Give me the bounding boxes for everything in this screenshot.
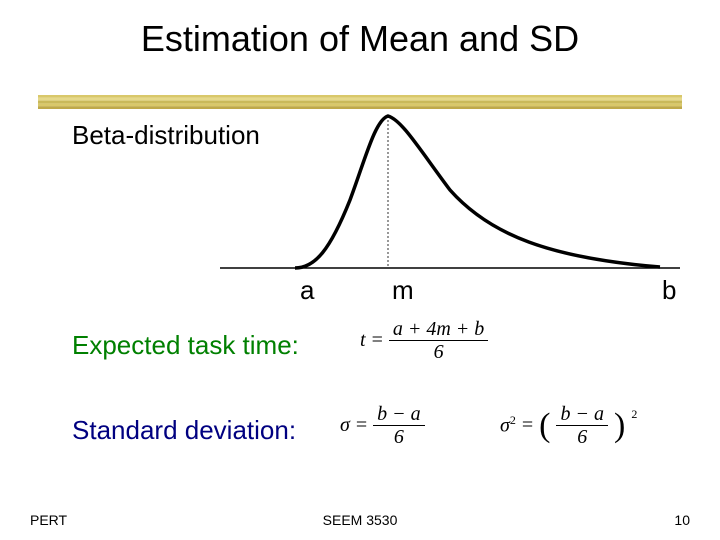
formula-sigma-lhs: σ [340, 414, 350, 437]
title-underline [38, 95, 682, 109]
fraction: b − a 6 [373, 403, 425, 448]
equals-sign: = [372, 329, 383, 352]
axis-label-m: m [392, 275, 414, 306]
formula-t-lhs: t [360, 329, 366, 352]
slide: Estimation of Mean and SD Beta-distribut… [0, 0, 720, 540]
equals-sign: = [356, 414, 367, 437]
equals-sign: = [522, 414, 533, 437]
chart-curve [295, 116, 660, 268]
slide-title: Estimation of Mean and SD [0, 18, 720, 60]
fraction-denominator: 6 [389, 341, 488, 363]
fraction-denominator: 6 [373, 426, 425, 448]
formula-sigma2-lhs: σ2 [500, 413, 516, 438]
expected-task-time-label: Expected task time: [72, 330, 299, 361]
fraction-denominator: 6 [556, 426, 608, 448]
beta-distribution-chart [220, 110, 690, 280]
axis-label-a: a [300, 275, 314, 306]
fraction: b − a 6 [556, 403, 608, 448]
formula-sigma: σ = b − a 6 [340, 403, 425, 448]
fraction: a + 4m + b 6 [389, 318, 488, 363]
footer-center: SEEM 3530 [0, 512, 720, 528]
fraction-numerator: b − a [373, 403, 425, 426]
fraction-numerator: b − a [556, 403, 608, 426]
footer-page-number: 10 [674, 512, 690, 528]
axis-label-b: b [662, 275, 676, 306]
standard-deviation-label: Standard deviation: [72, 415, 296, 446]
fraction-numerator: a + 4m + b [389, 318, 488, 341]
formula-expected-time: t = a + 4m + b 6 [360, 318, 488, 363]
paren-exponent: 2 [631, 407, 637, 422]
formula-sigma-squared: σ2 = ( b − a 6 ) 2 [500, 403, 637, 448]
